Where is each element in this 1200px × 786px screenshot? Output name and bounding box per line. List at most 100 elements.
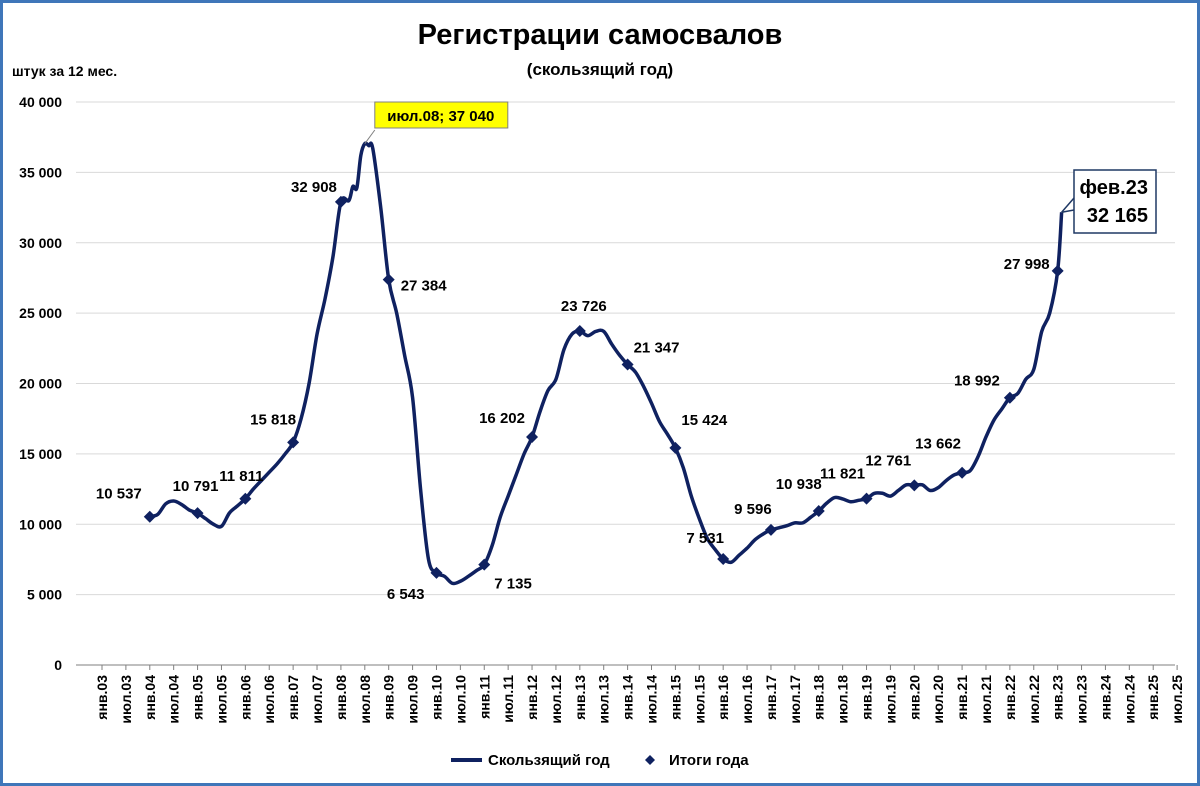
- x-tick-label: июл.19: [882, 675, 898, 724]
- x-tick-label: июл.18: [835, 675, 851, 724]
- peak-callout-leader: [364, 129, 376, 144]
- x-tick-label: янв.22: [1002, 675, 1018, 720]
- annual-total-marker: [143, 510, 156, 523]
- x-tick-label: янв.20: [906, 675, 922, 720]
- x-tick-label: июл.16: [739, 675, 755, 724]
- y-tick-label: 5 000: [27, 587, 62, 603]
- annual-total-marker: [191, 507, 204, 520]
- x-tick-label: янв.11: [476, 675, 492, 719]
- x-tick-label: июл.22: [1026, 675, 1042, 724]
- annual-total-marker: [239, 492, 252, 505]
- x-tick-label: янв.19: [859, 675, 875, 720]
- x-tick-label: июл.07: [309, 675, 325, 724]
- annual-total-label: 21 347: [634, 340, 680, 357]
- x-tick-label: янв.12: [524, 675, 540, 720]
- x-tick-label: янв.04: [142, 675, 158, 720]
- latest-callout-leader-top: [1061, 197, 1075, 213]
- latest-callout-date: фев.23: [1080, 177, 1148, 199]
- x-tick-label: янв.06: [237, 675, 253, 720]
- peak-callout-box: [374, 101, 509, 129]
- annual-total-label: 15 818: [250, 411, 296, 428]
- annual-total-marker: [621, 358, 634, 371]
- annual-total-label: 27 384: [401, 278, 448, 295]
- annual-total-label: 12 761: [865, 452, 911, 469]
- x-tick-label: июл.11: [500, 675, 516, 723]
- x-tick-label: янв.13: [572, 675, 588, 720]
- annual-total-label: 7 531: [686, 530, 724, 547]
- annual-total-label: 15 424: [681, 412, 728, 429]
- x-tick-label: июл.06: [261, 675, 277, 724]
- annual-total-label: 10 791: [173, 478, 219, 495]
- x-tick-label: янв.07: [285, 675, 301, 720]
- annual-total-marker: [334, 195, 347, 208]
- annual-total-marker: [717, 553, 730, 566]
- annual-total-marker: [287, 436, 300, 449]
- x-tick-label: янв.24: [1097, 675, 1113, 720]
- y-tick-label: 15 000: [19, 446, 62, 462]
- x-tick-label: июл.12: [548, 675, 564, 724]
- x-tick-label: янв.03: [94, 675, 110, 720]
- x-tick-label: июл.25: [1169, 675, 1185, 724]
- annual-total-marker: [908, 479, 921, 492]
- annual-total-marker: [478, 558, 491, 571]
- chart-title: Регистрации самосвалов: [418, 19, 783, 51]
- latest-callout-value: 32 165: [1087, 205, 1148, 227]
- y-tick-label: 20 000: [19, 376, 62, 392]
- chart-subtitle: (скользящий год): [527, 60, 673, 79]
- annual-total-marker: [382, 273, 395, 286]
- annual-total-marker: [1051, 264, 1064, 277]
- annual-total-label: 10 537: [96, 486, 142, 503]
- x-tick-label: июл.21: [978, 675, 994, 724]
- legend-label-annual-totals: Итоги года: [669, 752, 749, 769]
- x-tick-label: янв.25: [1145, 675, 1161, 720]
- x-tick-label: янв.14: [620, 675, 636, 720]
- legend-diamond-swatch: [645, 755, 655, 765]
- annual-total-label: 23 726: [561, 298, 607, 315]
- annual-total-label: 10 938: [776, 476, 822, 493]
- x-tick-label: янв.23: [1050, 675, 1066, 720]
- x-tick-label: июл.23: [1074, 675, 1090, 724]
- annual-total-label: 7 135: [494, 576, 532, 593]
- x-tick-label: июл.14: [644, 675, 660, 724]
- legend-label-rolling-year: Скользящий год: [488, 752, 610, 769]
- x-tick-label: июл.20: [930, 675, 946, 724]
- x-tick-label: июл.04: [166, 675, 182, 724]
- annual-total-marker: [860, 492, 873, 505]
- x-tick-label: янв.10: [428, 675, 444, 720]
- annual-total-label: 16 202: [479, 410, 525, 427]
- x-tick-label: янв.05: [190, 675, 206, 720]
- x-tick-label: июл.05: [213, 675, 229, 724]
- x-tick-label: янв.15: [667, 675, 683, 720]
- y-axis-label: штук за 12 мес.: [12, 63, 117, 79]
- annual-total-label: 18 992: [954, 373, 1000, 390]
- x-tick-label: янв.18: [811, 675, 827, 720]
- x-tick-label: янв.16: [715, 675, 731, 720]
- x-tick-label: июл.17: [787, 675, 803, 724]
- annual-total-marker: [764, 523, 777, 536]
- annual-total-marker: [669, 441, 682, 454]
- x-tick-label: июл.09: [405, 675, 421, 724]
- y-tick-label: 10 000: [19, 516, 62, 532]
- annual-total-marker: [573, 325, 586, 338]
- x-tick-label: июл.10: [452, 675, 468, 724]
- annual-total-label: 11 821: [820, 466, 865, 483]
- x-tick-label: июл.03: [118, 675, 134, 724]
- series-line-rolling-year: [149, 141, 1064, 586]
- annual-total-label: 32 908: [291, 179, 337, 196]
- x-tick-label: июл.08: [357, 675, 373, 724]
- annual-total-marker: [526, 430, 539, 443]
- annual-total-label: 11 811: [219, 468, 263, 485]
- x-tick-label: июл.13: [596, 675, 612, 724]
- annual-total-label: 9 596: [734, 501, 772, 518]
- x-tick-label: янв.21: [954, 675, 970, 720]
- y-tick-label: 35 000: [19, 164, 62, 180]
- y-tick-label: 30 000: [19, 235, 62, 251]
- annual-total-marker: [812, 505, 825, 518]
- annual-total-label: 6 543: [387, 586, 425, 603]
- y-tick-label: 0: [54, 657, 62, 673]
- x-tick-label: янв.09: [381, 675, 397, 720]
- annual-total-marker: [956, 466, 969, 479]
- latest-callout-box: [1073, 169, 1157, 234]
- latest-callout-leader-bottom: [1061, 209, 1075, 214]
